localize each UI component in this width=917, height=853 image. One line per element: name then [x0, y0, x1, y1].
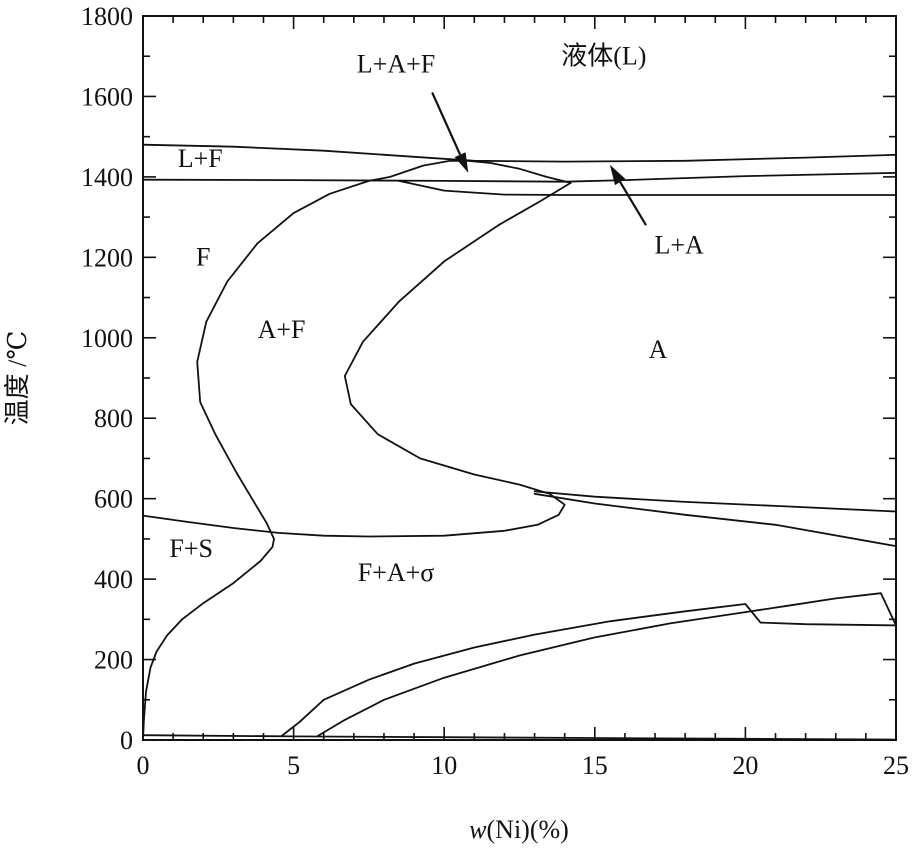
x-axis-title: w(Ni)(%): [469, 815, 569, 844]
region-label-ferrite: F: [196, 242, 210, 271]
phase-boundary-2: [142, 172, 897, 183]
phase-boundaries: [142, 143, 897, 741]
phase-boundary-8: [533, 492, 897, 547]
y-tick-label: 800: [94, 404, 133, 433]
x-axis-title-rest: (Ni)(%): [487, 815, 569, 844]
y-tick-label: 1400: [81, 163, 133, 192]
y-axis-title: 温度 /℃: [3, 331, 32, 426]
y-tick-label: 1200: [81, 243, 133, 272]
callout-label-l-plus-a-plus-f: L+A+F: [357, 49, 435, 78]
y-tick-label: 1800: [81, 2, 133, 31]
y-tick-label: 200: [94, 646, 133, 675]
phase-boundary-3: [398, 180, 897, 196]
region-label-l-plus-f: L+F: [178, 144, 223, 173]
phase-boundary-4: [368, 159, 572, 184]
callout-label-l-plus-a: L+A: [654, 230, 704, 259]
phase-boundary-5: [142, 180, 370, 741]
y-tick-label: 1600: [81, 82, 133, 111]
region-label-a-plus-f: A+F: [258, 315, 306, 344]
callout-arrow-l-plus-a: [619, 181, 647, 226]
x-tick-label: 15: [582, 751, 608, 780]
y-tick-label: 400: [94, 565, 133, 594]
x-tick-label: 5: [287, 751, 300, 780]
tick-labels: 0 5 10 15 20 25 0 200 400 600 800 1000 1200 1400 1600 1…: [81, 2, 909, 780]
phase-boundary-6: [142, 182, 572, 538]
phase-boundary-11: [142, 734, 897, 741]
phase-boundary-1: [142, 143, 897, 163]
region-label-austenite: A: [649, 335, 668, 364]
tick-marks: [142, 15, 897, 741]
phase-boundary-7: [533, 490, 897, 513]
x-tick-label: 0: [137, 751, 150, 780]
callout-arrow-l-plus-a-plus-f: [431, 91, 462, 156]
phase-boundary-10: [316, 592, 897, 737]
callout-arrowhead-l-plus-a-plus-f: [454, 152, 469, 173]
region-labels: 液体(L) L+F F A+F A F+S F+A+σ: [169, 41, 667, 587]
callout-arrowhead-l-plus-a: [609, 164, 626, 186]
x-tick-label: 10: [431, 751, 457, 780]
region-label-f-plus-a-sigma: F+A+σ: [358, 558, 435, 587]
region-label-liquid: 液体(L): [561, 41, 646, 70]
y-tick-label: 600: [94, 485, 133, 514]
callout-annotations: L+A+F L+A: [357, 49, 704, 259]
y-tick-label: 1000: [81, 324, 133, 353]
region-label-f-plus-s: F+S: [169, 534, 213, 563]
plot-frame: [142, 15, 897, 741]
x-tick-label: 25: [883, 751, 909, 780]
x-axis-title-variable: w: [469, 815, 487, 844]
y-tick-label: 0: [120, 726, 133, 755]
phase-boundary-9: [280, 603, 897, 737]
x-tick-label: 20: [732, 751, 758, 780]
